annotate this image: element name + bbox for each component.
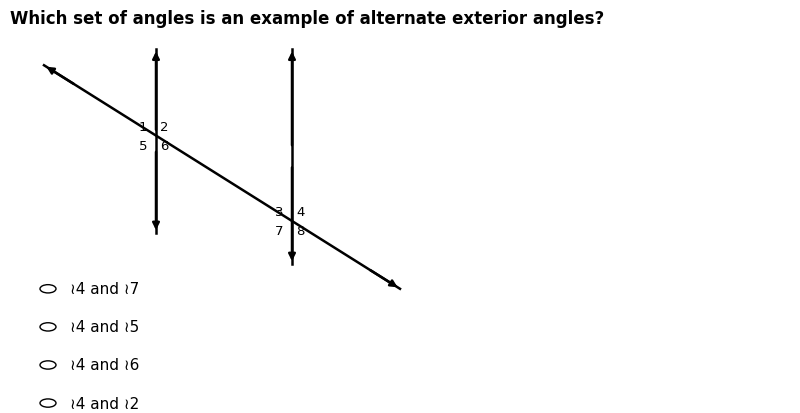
Text: 2: 2 [160, 120, 169, 133]
Text: ≀4 and ≀2: ≀4 and ≀2 [70, 396, 140, 411]
Text: 8: 8 [296, 224, 305, 237]
Text: ≀4 and ≀5: ≀4 and ≀5 [70, 320, 140, 335]
Text: 5: 5 [139, 139, 147, 152]
Text: 1: 1 [139, 120, 147, 133]
Text: ≀4 and ≀7: ≀4 and ≀7 [70, 282, 140, 297]
Text: 4: 4 [296, 206, 305, 218]
Text: ≀4 and ≀6: ≀4 and ≀6 [70, 358, 140, 373]
Text: 3: 3 [275, 206, 283, 218]
Text: 7: 7 [275, 224, 283, 237]
Text: Which set of angles is an example of alternate exterior angles?: Which set of angles is an example of alt… [10, 10, 605, 28]
Text: 6: 6 [160, 139, 169, 152]
